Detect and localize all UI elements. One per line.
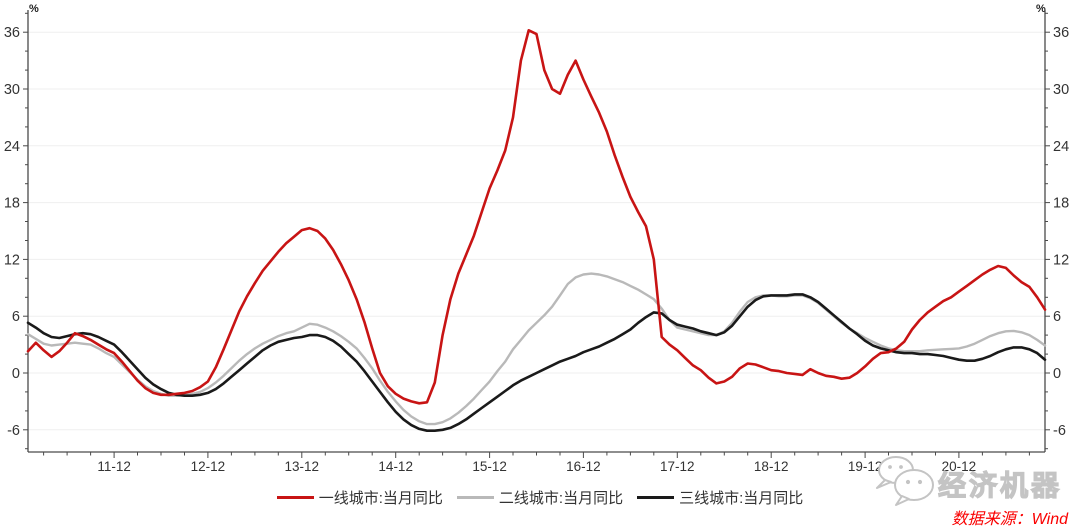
svg-text:-6: -6: [7, 423, 20, 439]
series-line-1: [26, 29, 1047, 405]
series-line-2: [26, 272, 1047, 426]
series-line-3: [26, 293, 1047, 432]
svg-text:18: 18: [1053, 196, 1069, 212]
svg-text:6: 6: [1053, 309, 1061, 325]
legend-label-tier2: 二线城市:当月同比: [498, 489, 624, 507]
legend-item-tier1: 一线城市:当月同比: [276, 487, 443, 508]
svg-text:20-12: 20-12: [942, 459, 977, 474]
svg-text:24: 24: [4, 139, 20, 155]
axes: [27, 10, 1046, 453]
legend-swatch-tier2: [456, 495, 494, 499]
svg-text:36: 36: [4, 25, 20, 41]
svg-text:30: 30: [1053, 82, 1069, 98]
x-tick-labels: 11-12 12-12 13-12 14-12 15-12 16-12 17-12 18-12…: [97, 459, 976, 474]
svg-text:30: 30: [4, 82, 20, 98]
svg-text:12: 12: [4, 252, 20, 268]
y-tick-labels: -6 -6 0 0 6 6 12 12 18 18 24 24 30 30 36 36: [4, 25, 1069, 439]
svg-text:12-12: 12-12: [191, 459, 226, 474]
data-source: 数据来源：Wind: [951, 511, 1068, 528]
legend-swatch-tier1: [276, 495, 314, 499]
svg-text:-6: -6: [1053, 423, 1066, 439]
y-axis-unit-left: %: [29, 3, 39, 15]
svg-text:17-12: 17-12: [660, 459, 695, 474]
svg-text:11-12: 11-12: [97, 459, 131, 474]
svg-text:6: 6: [12, 309, 20, 325]
svg-text:13-12: 13-12: [285, 459, 320, 474]
y-ticks: [23, 12, 1050, 450]
legend-label-tier3: 三线城市:当月同比: [679, 489, 804, 507]
svg-text:36: 36: [1053, 25, 1069, 41]
legend-item-tier2: 二线城市:当月同比: [456, 487, 624, 508]
legend-swatch-tier3: [637, 495, 675, 499]
svg-text:18: 18: [4, 196, 20, 212]
svg-text:15-12: 15-12: [472, 459, 507, 474]
svg-text:16-12: 16-12: [566, 459, 601, 474]
svg-text:0: 0: [12, 366, 20, 382]
gridlines: [28, 31, 1045, 431]
y-axis-unit-right: %: [1036, 3, 1046, 15]
svg-text:12: 12: [1053, 252, 1069, 268]
svg-text:18-12: 18-12: [754, 459, 789, 474]
legend-item-tier3: 三线城市:当月同比: [637, 487, 803, 508]
svg-text:14-12: 14-12: [378, 459, 413, 474]
svg-text:19-12: 19-12: [848, 459, 883, 474]
svg-text:0: 0: [1053, 366, 1061, 382]
svg-text:24: 24: [1053, 139, 1069, 155]
legend-label-tier1: 一线城市:当月同比: [318, 489, 443, 507]
legend: 一线城市:当月同比 二线城市:当月同比 三线城市:当月同比: [0, 487, 1080, 507]
x-ticks: [43, 452, 1030, 458]
